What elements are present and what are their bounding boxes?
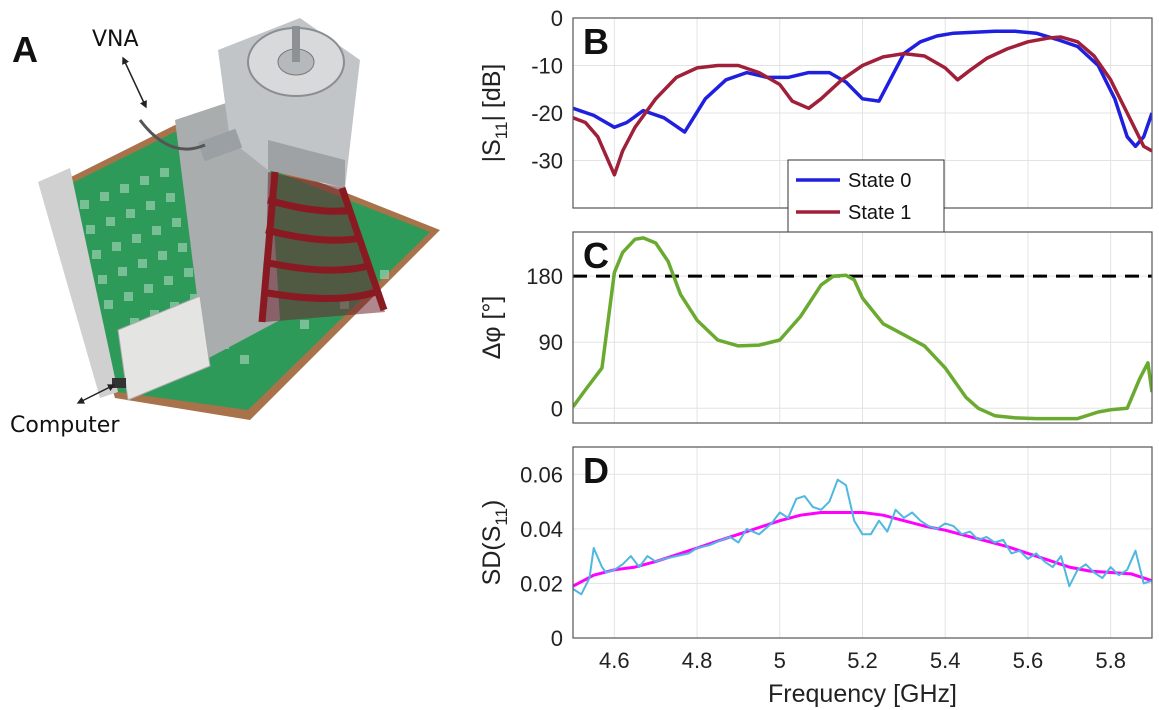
plot-frame	[572, 446, 1153, 639]
plot-frame	[572, 231, 1153, 424]
ytick-label: -30	[531, 149, 563, 174]
series-line-state-0	[573, 29, 1152, 149]
xtick-label: 5.2	[847, 648, 878, 673]
callout-vna: VNA	[92, 27, 139, 52]
ytick-label: 0.04	[520, 517, 563, 542]
x-axis-label: Frequency [GHz]	[768, 680, 957, 708]
ytick-label: 180	[526, 264, 563, 289]
callout-vna-arrow	[122, 56, 147, 109]
ytick-label: -10	[531, 54, 563, 79]
ytick-label: 0.02	[520, 571, 563, 596]
coax-connector	[138, 119, 243, 162]
ytick-label: 0	[551, 396, 563, 421]
device-illustration	[38, 18, 440, 420]
callout-computer: Computer	[10, 413, 120, 438]
series-line-sd_raw	[573, 478, 1152, 596]
legend-entry: State 0	[848, 170, 911, 192]
ytick-label: 0	[551, 6, 563, 31]
panel-b-chart: 0 -10 -20 -30 B |S11| [dB] State 0 State 1	[478, 6, 1153, 233]
ytick-label: 0.06	[520, 462, 563, 487]
ytick-label: 90	[539, 330, 563, 355]
legend-entry: State 1	[848, 202, 911, 224]
panel-letter-c: C	[583, 235, 609, 276]
series-line-state-1	[573, 35, 1152, 177]
left-strip	[38, 168, 118, 398]
y-axis-label: Δφ [°]	[478, 296, 506, 360]
y-axis-label: SD(S11)	[478, 500, 511, 586]
panel-letter-a: A	[12, 29, 38, 70]
threaded-rod	[292, 26, 300, 62]
ytick-label: 0	[551, 626, 563, 651]
xtick-label: 5.4	[930, 648, 961, 673]
legend-box	[787, 159, 945, 233]
panel-c-chart: 0 90 180 C Δφ [°]	[478, 231, 1153, 424]
panel-letter-b: B	[583, 21, 609, 62]
xtick-label: 5.6	[1013, 648, 1044, 673]
panel-letter-d: D	[583, 450, 609, 491]
horn-frame	[258, 171, 388, 323]
waveguide-block-side	[268, 140, 345, 188]
series-line-phase	[573, 236, 1152, 421]
control-box	[117, 295, 211, 401]
xtick-label: 4.8	[682, 648, 713, 673]
panel-d-chart: 0 0.02 0.04 0.06 4.6 4.8 5 5.2 5.4 5.6 5.8 Frequenc…	[478, 446, 1153, 708]
xtick-label: 5.8	[1095, 648, 1126, 673]
callout-computer-arrow	[76, 384, 116, 404]
y-axis-label: |S11| [dB]	[478, 64, 511, 163]
ytick-label: -20	[531, 101, 563, 126]
device-photo: A VNA Computer	[10, 18, 440, 438]
xtick-label: 5	[774, 648, 786, 673]
xtick-label: 4.6	[599, 648, 630, 673]
usb-plug	[112, 378, 126, 388]
